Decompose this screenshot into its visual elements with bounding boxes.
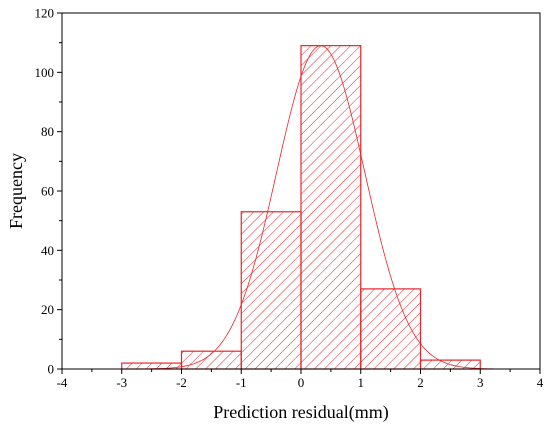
x-tick-label: 4 [537, 375, 544, 390]
histogram-bar [300, 45, 362, 370]
y-axis-title: Frequency [6, 153, 26, 229]
y-tick-label: 60 [41, 184, 54, 199]
x-axis-ticks: -4 -3 -2 -1 0 1 2 3 4 [57, 369, 544, 390]
y-tick-label: 20 [41, 302, 54, 317]
x-tick-label: -1 [236, 375, 247, 390]
x-tick-label: 3 [477, 375, 484, 390]
y-tick-label: 80 [41, 124, 54, 139]
x-tick-label: -3 [116, 375, 127, 390]
bars-layer [121, 45, 481, 370]
y-tick-label: 0 [48, 362, 55, 377]
y-tick-label: 100 [35, 65, 55, 80]
x-tick-label: 2 [417, 375, 424, 390]
x-tick-label: -2 [176, 375, 187, 390]
x-tick-label: 0 [298, 375, 305, 390]
y-tick-label: 40 [41, 243, 54, 258]
y-axis-ticks: 0 20 40 60 80 100 120 [35, 6, 62, 377]
y-tick-label: 120 [35, 6, 55, 21]
histogram-bar [360, 288, 422, 370]
x-axis-title: Prediction residual(mm) [213, 402, 388, 423]
histogram-bar [240, 211, 302, 370]
x-tick-label: -4 [57, 375, 68, 390]
x-tick-label: 1 [358, 375, 365, 390]
